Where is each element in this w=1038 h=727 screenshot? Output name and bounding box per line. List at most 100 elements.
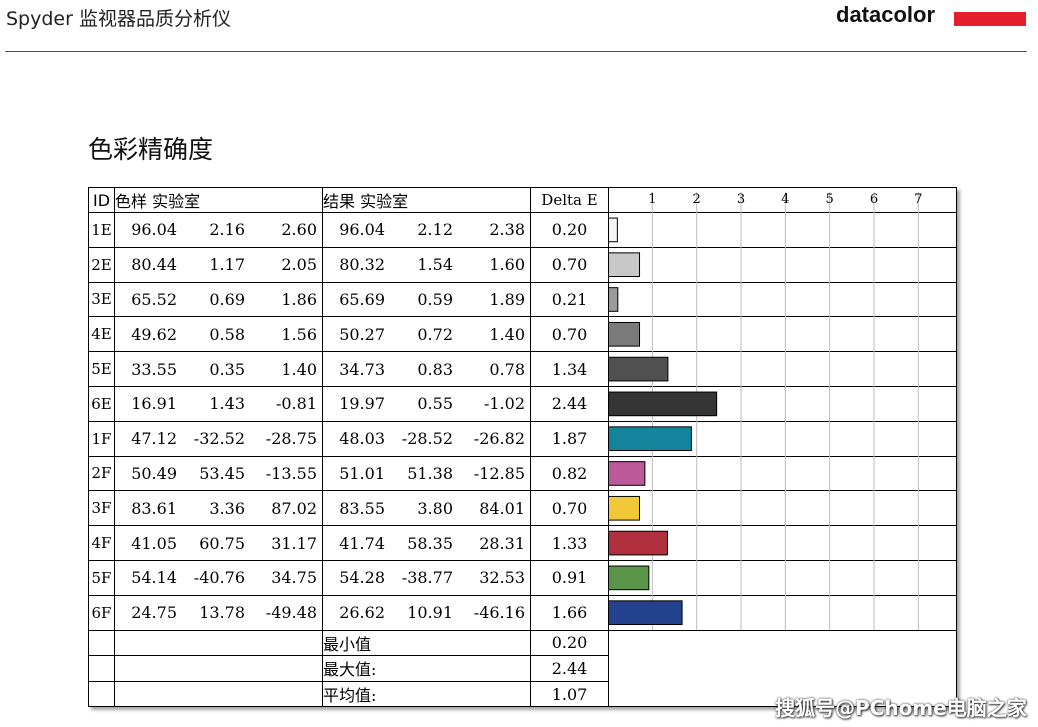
- result-value: 41.74: [339, 533, 385, 553]
- sample-lab: 49.62 0.58 1.56: [114, 316, 323, 353]
- sample-value: 60.75: [199, 533, 245, 553]
- section-title: 色彩精确度: [88, 135, 214, 164]
- summary-row: 平均值: 1.07: [88, 680, 957, 708]
- x-tick-label: 2: [693, 192, 701, 207]
- sample-lab: 65.52 0.69 1.86: [114, 281, 323, 318]
- result-value: -46.16: [473, 603, 525, 623]
- result-value: 2.38: [489, 220, 525, 240]
- row-id: 4E: [88, 316, 115, 353]
- delta-e-bar-chart: 1 2 3 4 5 6 7: [608, 192, 922, 631]
- header-sample: 色样 实验室: [114, 187, 323, 213]
- summary-empty: [114, 655, 323, 682]
- delta-e-value: 0.21: [530, 281, 609, 318]
- result-value: 51.01: [339, 463, 385, 483]
- result-value: 54.28: [339, 568, 385, 588]
- row-id: 6F: [88, 594, 115, 631]
- result-value: 28.31: [479, 533, 525, 553]
- bar-cell: [608, 316, 957, 353]
- row-id: 1F: [88, 420, 115, 457]
- x-tick-label: 7: [914, 192, 922, 207]
- summary-empty: [608, 681, 957, 708]
- result-value: 26.62: [339, 603, 385, 623]
- header-delta: Delta E: [530, 187, 609, 213]
- delta-e-value: 1.34: [530, 351, 609, 387]
- sample-lab: 54.14 -40.76 34.75: [114, 559, 323, 596]
- table-row: 3E 65.52 0.69 1.86 65.69 0.59 1.89 0.21: [88, 281, 957, 318]
- table-row: 2F 50.49 53.45 -13.55 51.01 51.38 -12.85 0.82: [88, 455, 957, 492]
- x-tick-label: 3: [737, 192, 745, 207]
- summary-empty: [608, 655, 957, 682]
- bar-2E: [608, 252, 641, 278]
- result-value: 0.78: [489, 359, 525, 379]
- result-value: 34.73: [339, 359, 385, 379]
- header-result: 结果 实验室: [322, 187, 531, 213]
- sample-value: 65.52: [131, 289, 177, 309]
- result-value: 65.69: [339, 289, 385, 309]
- sample-value: 87.02: [271, 498, 317, 518]
- result-value: 1.40: [489, 324, 525, 344]
- bar-3E: [608, 287, 619, 312]
- result-value: 84.01: [479, 498, 525, 518]
- bar-cell: [608, 246, 957, 283]
- bar-4F: [608, 530, 668, 556]
- delta-e-value: 0.70: [530, 316, 609, 353]
- result-lab: 80.32 1.54 1.60: [322, 246, 531, 283]
- result-lab: 65.69 0.59 1.89: [322, 281, 531, 318]
- sample-value: -32.52: [193, 429, 245, 449]
- summary-row: 最大值: 2.44: [88, 655, 957, 682]
- table-row: 3F 83.61 3.36 87.02 83.55 3.80 84.01 0.70: [88, 490, 957, 527]
- sample-value: -40.76: [193, 568, 245, 588]
- result-lab: 41.74 58.35 28.31: [322, 525, 531, 561]
- sample-lab: 24.75 13.78 -49.48: [114, 594, 323, 631]
- summary-empty: [608, 629, 957, 656]
- header-id: ID: [88, 187, 115, 213]
- result-value: 1.54: [417, 255, 453, 275]
- sample-value: 2.16: [209, 220, 245, 240]
- result-value: -12.85: [473, 463, 525, 483]
- result-value: 0.55: [417, 394, 453, 414]
- summary-empty: [88, 655, 115, 682]
- row-id: 2F: [88, 455, 115, 492]
- result-value: 96.04: [339, 220, 385, 240]
- summary-empty: [114, 629, 323, 657]
- sample-value: 1.86: [281, 289, 317, 309]
- result-value: 19.97: [339, 394, 385, 414]
- result-lab: 51.01 51.38 -12.85: [322, 455, 531, 492]
- result-lab: 50.27 0.72 1.40: [322, 316, 531, 353]
- sample-value: 1.43: [209, 394, 245, 414]
- bar-cell: [608, 559, 957, 596]
- sample-value: 2.60: [281, 220, 317, 240]
- row-id: 3E: [88, 281, 115, 318]
- result-value: 0.83: [417, 359, 453, 379]
- sample-value: 83.61: [131, 498, 177, 518]
- sample-value: 0.69: [209, 289, 245, 309]
- result-value: 10.91: [407, 603, 453, 623]
- row-id: 4F: [88, 525, 115, 561]
- logo-text: datacolor: [836, 2, 936, 27]
- result-value: 50.27: [339, 324, 385, 344]
- row-id: 2E: [88, 246, 115, 283]
- delta-e-value: 0.70: [530, 490, 609, 527]
- result-value: 0.72: [417, 324, 453, 344]
- delta-e-value: 1.87: [530, 420, 609, 457]
- summary-value: 0.20: [530, 629, 609, 657]
- result-value: 0.59: [417, 289, 453, 309]
- sample-value: 50.49: [131, 463, 177, 483]
- row-id: 3F: [88, 490, 115, 527]
- sample-value: -49.48: [265, 603, 317, 623]
- result-value: -26.82: [473, 429, 525, 449]
- bar-3F: [608, 495, 641, 521]
- row-id: 6E: [88, 385, 115, 422]
- sample-lab: 96.04 2.16 2.60: [114, 212, 323, 248]
- bar-cell: [608, 212, 957, 248]
- summary-label: 平均值:: [322, 680, 531, 708]
- sample-value: 16.91: [131, 394, 177, 414]
- summary-value: 1.07: [530, 680, 609, 708]
- bar-cell: [608, 490, 957, 527]
- sample-lab: 50.49 53.45 -13.55: [114, 455, 323, 492]
- sample-value: 1.56: [281, 324, 317, 344]
- sample-lab: 83.61 3.36 87.02: [114, 490, 323, 527]
- result-lab: 54.28 -38.77 32.53: [322, 559, 531, 596]
- delta-e-value: 0.70: [530, 246, 609, 283]
- x-tick-label: 6: [870, 192, 878, 207]
